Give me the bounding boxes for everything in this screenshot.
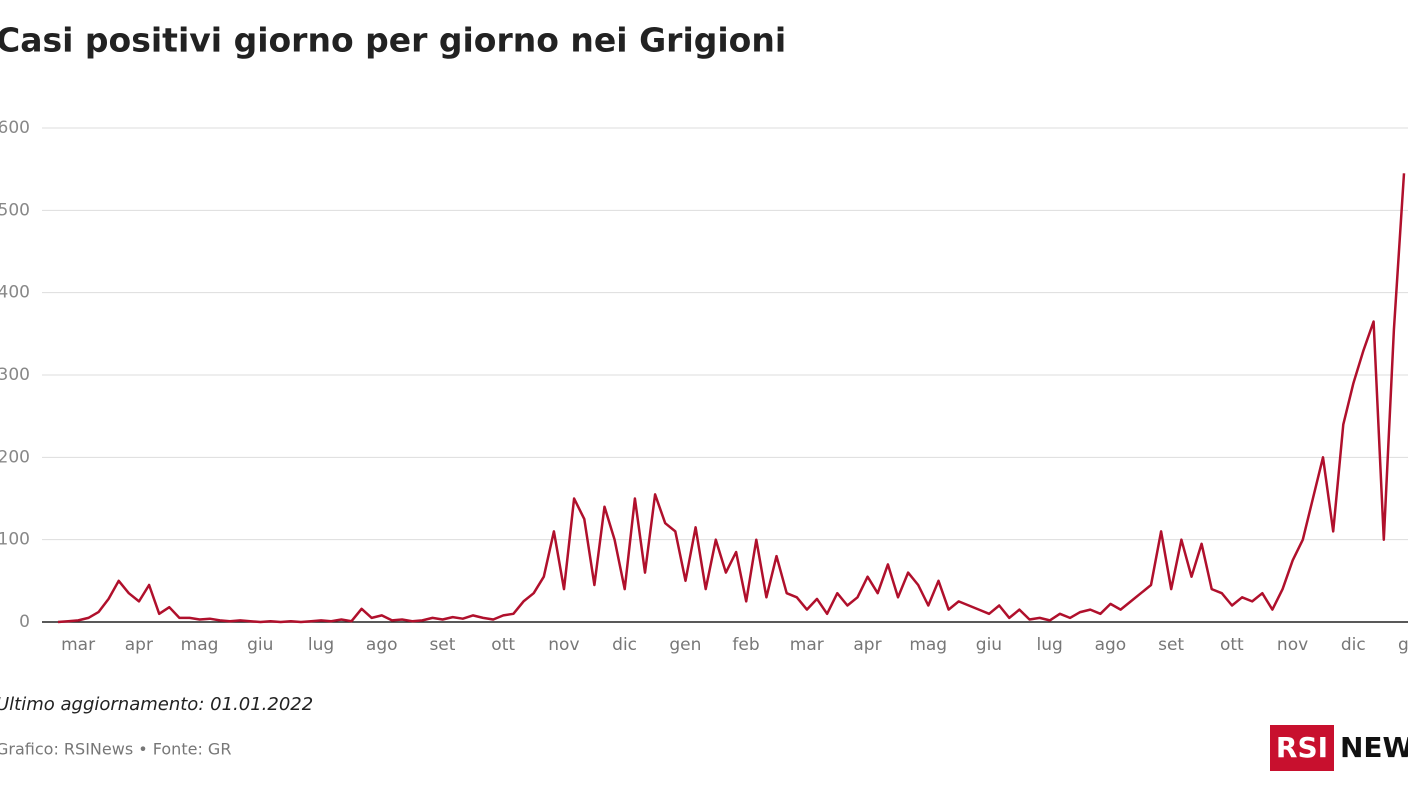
x-tick-label: nov [548, 635, 579, 655]
x-tick-label: mar [790, 635, 824, 655]
x-tick-label: gen [1398, 635, 1408, 655]
x-tick-label: gen [669, 635, 701, 655]
x-tick-label: dic [612, 635, 637, 655]
x-tick-label: mag [909, 635, 947, 655]
source: Grafico: RSINews • Fonte: GR [0, 740, 231, 759]
x-tick-label: giu [247, 635, 273, 655]
x-tick-label: ott [491, 635, 515, 655]
x-tick-label: feb [732, 635, 759, 655]
y-tick-label: 300 [0, 365, 30, 385]
logo-news: NEWS [1340, 731, 1408, 764]
logo-box [1270, 725, 1334, 771]
y-tick-label: 400 [0, 283, 30, 303]
chart-title: Casi positivi giorno per giorno nei Grig… [0, 21, 786, 60]
y-tick-label: 500 [0, 200, 30, 220]
x-tick-label: ott [1220, 635, 1244, 655]
x-tick-label: nov [1277, 635, 1308, 655]
y-tick-label: 600 [0, 118, 30, 138]
x-tick-label: dic [1341, 635, 1366, 655]
x-tick-label: apr [125, 635, 153, 655]
x-tick-label: lug [1037, 635, 1063, 655]
x-tick-label: apr [853, 635, 881, 655]
y-tick-label: 0 [19, 612, 30, 632]
y-tick-label: 200 [0, 447, 30, 467]
y-tick-label: 100 [0, 530, 30, 550]
logo-rsi: RSI [1276, 731, 1328, 764]
note: Ultimo aggiornamento: 01.01.2022 [0, 694, 313, 715]
x-tick-label: lug [308, 635, 334, 655]
x-tick-label: ago [1095, 635, 1127, 655]
x-tick-label: set [1158, 635, 1184, 655]
x-tick-label: giu [976, 635, 1002, 655]
x-tick-label: ago [366, 635, 398, 655]
x-tick-label: set [429, 635, 455, 655]
data-line [57, 173, 1406, 624]
x-tick-label: mag [181, 635, 219, 655]
x-tick-label: mar [61, 635, 95, 655]
